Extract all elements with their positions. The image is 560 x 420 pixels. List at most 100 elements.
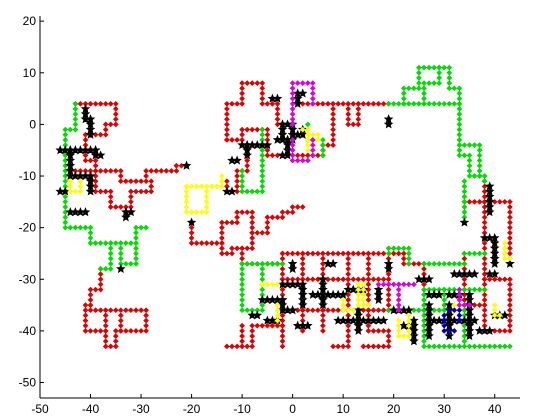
data-point	[264, 214, 271, 221]
data-point	[464, 331, 475, 341]
data-point	[405, 100, 412, 107]
data-point	[426, 80, 433, 87]
data-point	[259, 157, 266, 164]
data-point	[264, 260, 271, 267]
data-point	[72, 111, 79, 118]
data-point	[314, 136, 321, 143]
data-point	[424, 331, 434, 341]
data-point	[350, 250, 357, 257]
data-point	[269, 152, 276, 159]
data-point	[239, 245, 246, 252]
data-point	[355, 302, 362, 309]
data-point	[102, 167, 109, 174]
data-point	[203, 198, 210, 205]
data-point	[431, 100, 438, 107]
data-point	[148, 178, 155, 185]
data-point	[415, 64, 422, 71]
markers-layer	[55, 64, 515, 350]
data-point	[319, 152, 326, 159]
data-point	[309, 152, 316, 159]
data-point	[319, 100, 326, 107]
data-point	[466, 250, 473, 257]
data-point	[133, 188, 139, 195]
data-point	[259, 271, 266, 278]
data-point	[277, 150, 288, 160]
data-point	[314, 307, 321, 314]
data-point	[80, 207, 91, 217]
data-point	[355, 121, 362, 128]
data-point	[441, 64, 448, 71]
data-point	[451, 307, 458, 314]
data-point	[257, 294, 268, 305]
data-point	[234, 173, 241, 179]
data-point	[340, 307, 347, 314]
data-point	[491, 276, 498, 283]
data-point	[289, 157, 296, 164]
data-point	[234, 178, 241, 185]
data-point	[77, 183, 84, 190]
data-point	[127, 188, 134, 195]
data-point	[102, 333, 109, 340]
data-point	[496, 276, 503, 283]
data-point	[203, 240, 210, 247]
data-point	[107, 204, 114, 210]
data-point	[249, 327, 256, 334]
data-point	[127, 240, 134, 247]
data-point	[97, 327, 104, 334]
data-point	[496, 343, 503, 350]
data-point	[355, 111, 362, 118]
data-point	[353, 325, 364, 335]
y-axis-ticks: -50 -40 -30 -20 -10 0 10 20	[19, 14, 44, 390]
data-point	[97, 286, 104, 293]
data-point	[345, 250, 352, 257]
data-point	[264, 219, 271, 226]
data-point	[325, 307, 331, 314]
data-point	[481, 343, 488, 350]
data-point	[330, 250, 337, 257]
data-point	[304, 276, 311, 283]
data-point	[421, 90, 427, 97]
data-point	[249, 260, 256, 267]
data-point	[239, 100, 246, 107]
data-point	[486, 343, 493, 350]
data-point	[400, 260, 407, 267]
data-point	[299, 307, 306, 314]
black-series	[55, 88, 515, 346]
data-point	[102, 338, 109, 345]
data-point	[267, 93, 278, 103]
data-point	[254, 80, 261, 87]
data-point	[400, 281, 407, 288]
data-point	[345, 121, 352, 128]
data-point	[410, 281, 417, 288]
data-point	[239, 250, 246, 257]
data-point	[244, 209, 251, 216]
data-point	[117, 327, 124, 334]
data-point	[87, 157, 94, 164]
data-point	[259, 286, 266, 293]
y-tick-label: -50	[19, 376, 37, 390]
data-point	[441, 100, 448, 107]
data-point	[234, 214, 241, 221]
data-point	[252, 310, 263, 320]
data-point	[426, 343, 433, 350]
data-point	[112, 204, 119, 210]
data-point	[405, 333, 412, 340]
data-point	[375, 343, 382, 350]
data-point	[244, 307, 251, 314]
data-point	[355, 116, 362, 123]
data-point	[62, 136, 69, 143]
data-point	[325, 100, 331, 107]
data-point	[259, 178, 266, 185]
data-point	[223, 219, 230, 226]
data-point	[272, 134, 283, 144]
data-point	[82, 322, 89, 329]
data-point	[254, 229, 261, 236]
data-point	[259, 147, 266, 154]
data-point	[72, 188, 79, 195]
data-point	[234, 183, 241, 190]
data-point	[299, 80, 306, 87]
data-point	[279, 209, 286, 216]
data-point	[249, 322, 256, 329]
data-point	[409, 336, 419, 346]
data-point	[183, 209, 190, 216]
